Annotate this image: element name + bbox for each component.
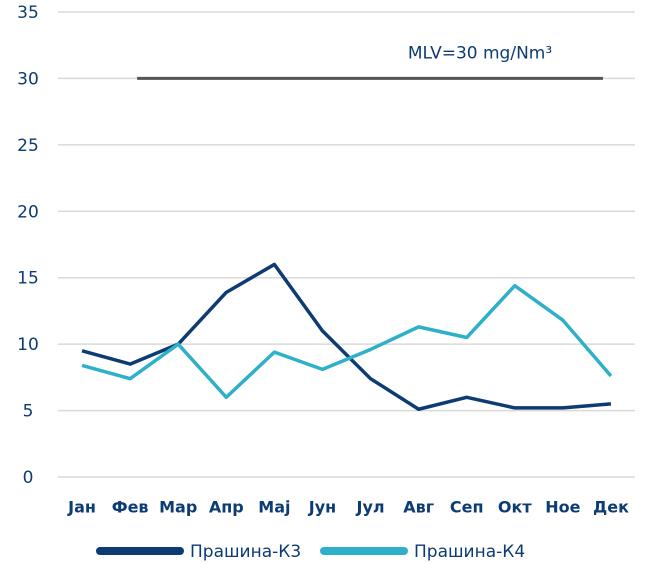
reference-label: MLV=30 mg/Nm³: [408, 43, 552, 63]
series-line: [81, 283, 613, 400]
y-tick-label: 25: [17, 136, 39, 156]
x-tick-label: Сеп: [450, 498, 484, 517]
y-tick-label: 5: [23, 402, 34, 422]
series-line: [81, 262, 612, 411]
legend-label: Прашина-К4: [414, 542, 525, 562]
x-tick-label: Фев: [112, 498, 149, 517]
x-tick-label: Авг: [403, 498, 434, 517]
x-tick-label: Дек: [593, 498, 629, 517]
x-tick-label: Јун: [308, 498, 336, 517]
y-tick-label: 30: [17, 69, 39, 89]
x-tick-label: Јан: [67, 498, 96, 517]
y-tick-label: 0: [23, 468, 34, 488]
y-tick-label: 15: [17, 269, 39, 289]
y-tick-label: 10: [17, 335, 39, 355]
y-tick-label: 35: [17, 3, 39, 23]
x-tick-label: Мај: [258, 498, 290, 517]
x-tick-label: Ное: [545, 498, 580, 517]
x-tick-label: Окт: [498, 498, 532, 517]
x-tick-label: Апр: [209, 498, 244, 517]
y-tick-label: 20: [17, 202, 39, 222]
x-tick-label: Јул: [355, 498, 384, 517]
legend-label: Прашина-К3: [190, 542, 301, 562]
x-tick-label: Мар: [159, 498, 197, 517]
